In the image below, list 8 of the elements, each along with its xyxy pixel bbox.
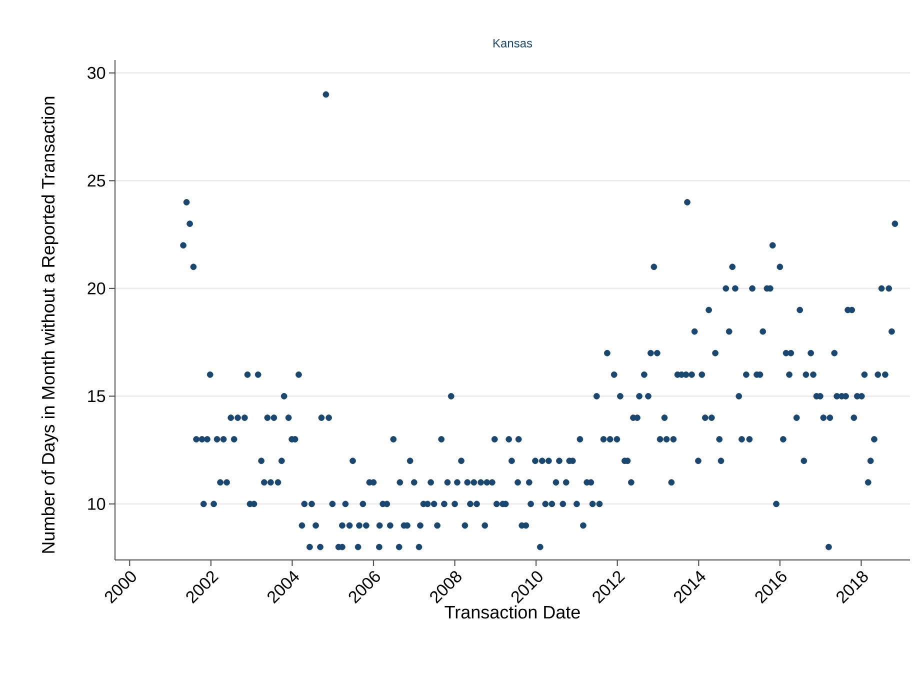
y-tick-label: 25 xyxy=(88,174,106,187)
y-tick-label: 20 xyxy=(88,282,106,294)
y-tick-label: 30 xyxy=(88,66,106,79)
y-tick-label: 10 xyxy=(88,498,106,510)
y-axis-title: Number of Days in Month without a Reported Transaction xyxy=(41,96,58,553)
chart-title: Kansas xyxy=(493,39,532,48)
x-axis-title: Transaction Date xyxy=(444,605,580,619)
y-tick-label: 15 xyxy=(88,390,106,402)
